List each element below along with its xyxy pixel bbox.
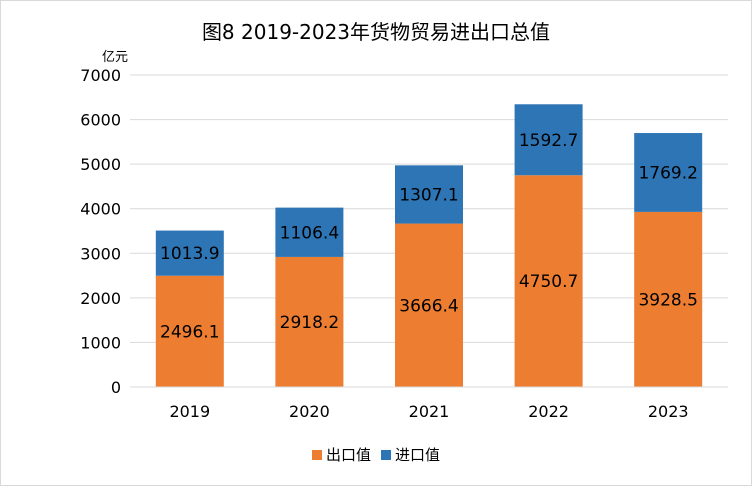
bar-export (395, 223, 463, 387)
data-label-import: 1307.1 (399, 185, 458, 205)
bar-import (155, 230, 224, 276)
legend-swatch-import (381, 449, 391, 460)
legend-item-export: 出口值 (311, 444, 371, 465)
y-tick-label: 6000 (80, 111, 121, 130)
legend-swatch-export (311, 449, 322, 460)
y-tick-label: 1000 (80, 333, 121, 352)
bar-export (275, 256, 344, 387)
bar-import (395, 165, 463, 224)
legend-label-export: 出口值 (325, 446, 371, 464)
data-label-export: 3928.5 (638, 290, 697, 310)
x-tick-label: 2020 (289, 402, 330, 421)
data-label-import: 1013.9 (160, 244, 219, 264)
x-tick-label: 2022 (528, 402, 569, 421)
data-label-export: 4750.7 (519, 272, 578, 292)
y-tick-label: 0 (111, 378, 121, 397)
x-tick-label: 2021 (409, 402, 450, 421)
y-tick-label: 5000 (80, 155, 121, 174)
data-label-export: 3666.4 (399, 296, 458, 316)
chart-legend: 出口值 进口值 (0, 444, 752, 465)
bar-export (514, 175, 583, 387)
y-axis-unit-label: 亿元 (102, 50, 129, 65)
bar-import (514, 104, 583, 176)
y-tick-label: 2000 (80, 289, 121, 308)
data-label-export: 2918.2 (280, 313, 339, 333)
y-tick-label: 4000 (80, 200, 121, 219)
data-label-import: 1769.2 (638, 163, 697, 183)
legend-label-import: 进口值 (395, 446, 441, 464)
data-label-import: 1592.7 (519, 131, 578, 151)
bar-import (634, 133, 703, 212)
chart-title: 图8 2019-2023年货物贸易进出口总值 (201, 20, 551, 44)
y-tick-label: 3000 (80, 244, 121, 263)
data-label-import: 1106.4 (280, 223, 339, 243)
x-tick-label: 2019 (169, 402, 210, 421)
y-tick-label: 7000 (80, 66, 121, 85)
bar-export (634, 211, 703, 387)
data-label-export: 2496.1 (160, 322, 219, 342)
bar-import (275, 207, 344, 257)
bar-export (155, 275, 224, 387)
x-tick-label: 2023 (648, 402, 689, 421)
legend-item-import: 进口值 (381, 444, 440, 465)
